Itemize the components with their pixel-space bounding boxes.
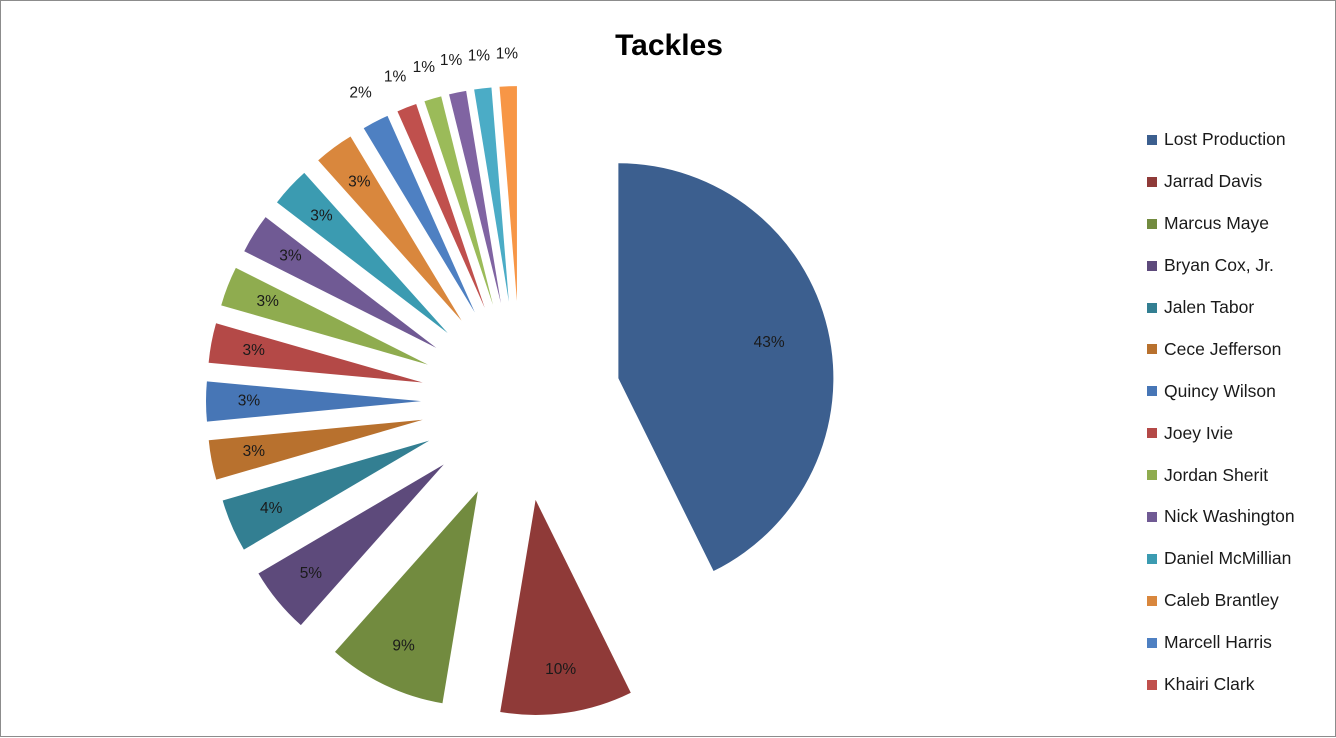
legend-item: Quincy Wilson: [1147, 370, 1332, 412]
legend-label: Marcus Maye: [1164, 213, 1270, 234]
legend-swatch: [1147, 176, 1157, 187]
legend-label: Marcell Harris: [1164, 632, 1272, 653]
slice-label-11: 3%: [310, 207, 333, 224]
legend-swatch: [1147, 134, 1157, 145]
pie-slice-7: [206, 381, 422, 422]
pie-slice-15: [424, 96, 493, 306]
legend-swatch: [1147, 553, 1157, 564]
legend-swatch: [1147, 679, 1157, 690]
legend-swatch: [1147, 218, 1157, 229]
legend-label: Jarrad Davis: [1164, 171, 1263, 192]
legend: Lost Production Jarrad Davis Marcus Maye Br…: [1147, 119, 1332, 705]
slice-label-8: 3%: [242, 342, 265, 359]
slice-label-16: 1%: [440, 52, 463, 69]
legend-swatch: [1147, 595, 1157, 606]
slice-label-1: 43%: [754, 334, 785, 351]
slice-label-3: 9%: [392, 637, 415, 654]
legend-swatch: [1147, 260, 1157, 271]
slice-label-10: 3%: [279, 248, 302, 265]
pie-slice-2: [500, 499, 631, 715]
pie-slice-8: [208, 323, 423, 383]
legend-item: Daniel McMillian: [1147, 538, 1332, 580]
legend-item: Jalen Tabor: [1147, 287, 1332, 329]
slice-label-13: 2%: [349, 84, 372, 101]
legend-item: Lost Production: [1147, 119, 1332, 161]
slice-label-15: 1%: [413, 59, 436, 76]
legend-swatch: [1147, 637, 1157, 648]
slice-label-2: 10%: [545, 661, 576, 678]
pie-slice-4: [258, 464, 444, 626]
legend-item: Marcell Harris: [1147, 622, 1332, 664]
legend-item: Caleb Brantley: [1147, 580, 1332, 622]
legend-item: Khairi Clark: [1147, 664, 1332, 706]
slice-label-4: 5%: [300, 565, 323, 582]
legend-swatch: [1147, 344, 1157, 355]
pie-slice-5: [222, 440, 430, 550]
pie-slice-18: [499, 86, 517, 302]
legend-swatch: [1147, 428, 1157, 439]
slice-label-12: 3%: [348, 173, 371, 190]
legend-item: Nick Washington: [1147, 496, 1332, 538]
legend-label: Bryan Cox, Jr.: [1164, 255, 1274, 276]
legend-label: Cece Jefferson: [1164, 338, 1282, 359]
slice-label-9: 3%: [256, 293, 279, 310]
pie-slice-14: [397, 104, 485, 308]
pie-slice-13: [363, 115, 475, 313]
legend-item: Marcus Maye: [1147, 203, 1332, 245]
legend-label: Daniel McMillian: [1164, 548, 1292, 569]
legend-label: Nick Washington: [1164, 506, 1295, 527]
slice-label-7: 3%: [238, 392, 261, 409]
pie-slice-17: [474, 87, 509, 302]
pie-slice-6: [208, 419, 423, 480]
slice-label-14: 1%: [384, 69, 407, 86]
pie-slice-10: [244, 217, 437, 348]
slice-label-18: 1%: [496, 45, 519, 62]
legend-swatch: [1147, 386, 1157, 397]
pie-slice-12: [318, 136, 462, 321]
legend-item: Joey Ivie: [1147, 412, 1332, 454]
legend-label: Lost Production: [1164, 129, 1286, 150]
slice-label-6: 3%: [243, 443, 266, 460]
legend-item: Bryan Cox, Jr.: [1147, 245, 1332, 287]
legend-swatch: [1147, 470, 1157, 481]
legend-item: Jarrad Davis: [1147, 161, 1332, 203]
legend-item: Cece Jefferson: [1147, 328, 1332, 370]
legend-label: Khairi Clark: [1164, 674, 1255, 695]
legend-swatch: [1147, 511, 1157, 522]
pie-slice-9: [221, 267, 428, 365]
legend-label: Jordan Sherit: [1164, 464, 1269, 485]
slice-label-5: 4%: [260, 500, 283, 517]
legend-label: Caleb Brantley: [1164, 590, 1279, 611]
legend-label: Joey Ivie: [1164, 422, 1234, 443]
pie-slice-11: [276, 172, 448, 334]
legend-label: Jalen Tabor: [1164, 297, 1255, 317]
pie-slice-16: [449, 90, 501, 304]
pie-slice-1: [618, 163, 834, 572]
chart-title: Tackles: [615, 29, 723, 62]
legend-swatch: [1147, 302, 1157, 313]
slice-label-17: 1%: [468, 48, 491, 65]
legend-label: Quincy Wilson: [1164, 380, 1276, 401]
pie-slice-3: [334, 491, 478, 704]
legend-item: Jordan Sherit: [1147, 454, 1332, 496]
